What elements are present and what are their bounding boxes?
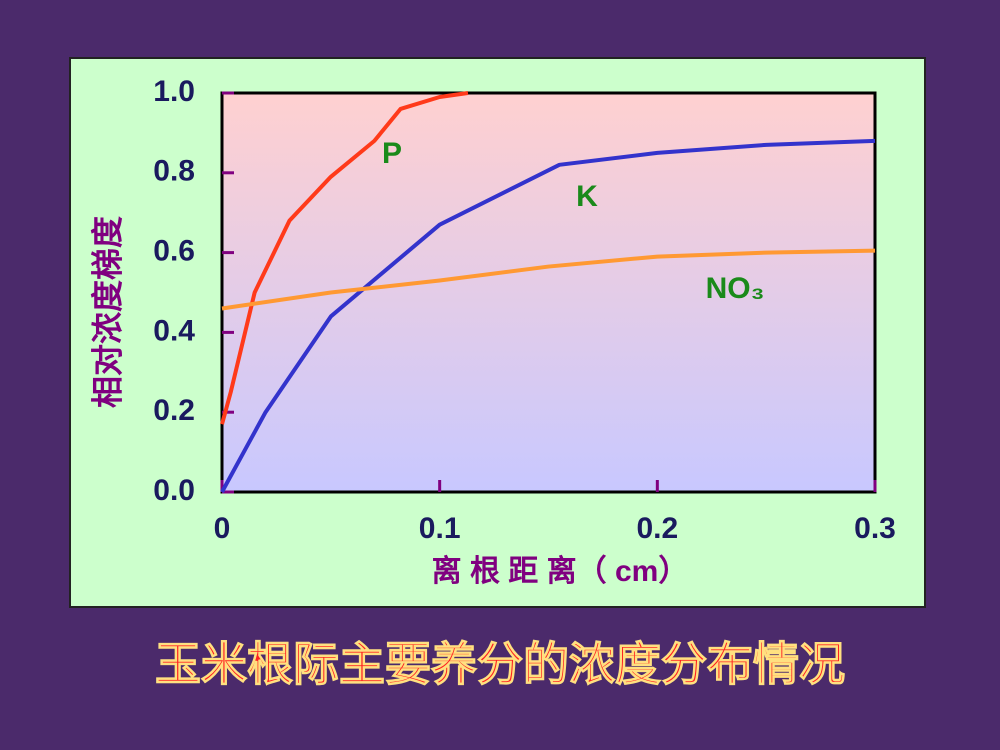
series-label: P — [382, 137, 402, 170]
y-tick-label: 0.6 — [153, 235, 195, 268]
series-line — [220, 138, 876, 493]
series-line — [221, 248, 876, 311]
y-tick-label: 0.2 — [153, 394, 195, 427]
x-tick-label: 0.1 — [419, 512, 461, 545]
y-tick-label: 0.0 — [153, 474, 195, 507]
series-label: K — [576, 180, 598, 213]
y-tick-label: 0.4 — [153, 314, 195, 347]
y-tick-label: 0.8 — [153, 155, 195, 188]
plot: 0.0 0.2 0.4 0.6 0.8 1.0 0 0.1 0.2 0.3 P K NO₃ — [153, 75, 896, 545]
x-tick-label: 0 — [214, 512, 231, 545]
x-tick-label: 0.2 — [636, 512, 678, 545]
x-axis-label: 离 根 距 离（ cm） — [432, 554, 689, 588]
series-line — [220, 91, 469, 425]
y-tick-label: 1.0 — [153, 75, 195, 108]
series-label: NO₃ — [706, 272, 765, 305]
x-tick-label: 0.3 — [854, 512, 896, 545]
y-axis-label: 相对浓度梯度 — [89, 216, 125, 408]
chart-title: 玉米根际主要养分的浓度分布情况 — [155, 638, 845, 690]
